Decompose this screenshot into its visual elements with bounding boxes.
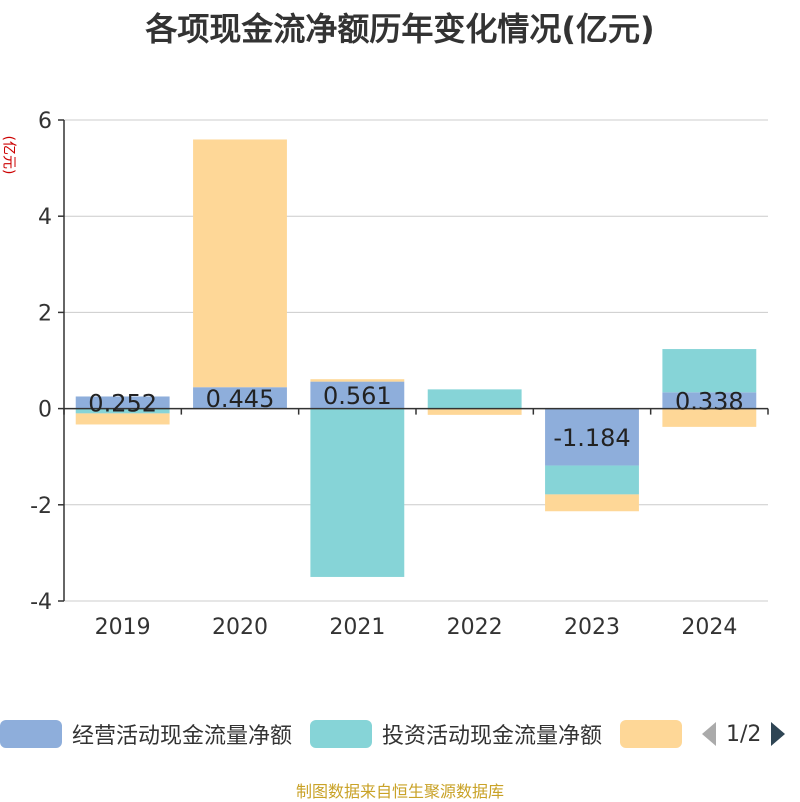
bar-2024-series-0 xyxy=(662,392,757,409)
legend-pager: 1/2 xyxy=(700,716,787,752)
bar-2019-series-0 xyxy=(75,396,170,409)
bar-group xyxy=(75,139,757,577)
next-page-icon[interactable] xyxy=(769,720,787,748)
legend-item-investing[interactable]: 投资活动现金流量净额 xyxy=(310,718,602,750)
x-tick-label: 2024 xyxy=(681,615,737,640)
legend-item-operating[interactable]: 经营活动现金流量净额 xyxy=(0,718,292,750)
y-tick-label: 4 xyxy=(38,205,52,230)
bar-2019-series-1 xyxy=(75,408,170,414)
prev-page-icon[interactable] xyxy=(700,720,718,748)
bar-2019-series-2 xyxy=(75,413,170,425)
x-tick-label: 2022 xyxy=(447,615,503,640)
legend: 经营活动现金流量净额 投资活动现金流量净额 xyxy=(0,716,710,752)
legend-label-operating: 经营活动现金流量净额 xyxy=(72,724,293,749)
x-tick-label: 2023 xyxy=(564,615,620,640)
source-note: 制图数据来自恒生聚源数据库 xyxy=(295,782,504,801)
axes: -4 -2 0 2 4 6 2019 2020 2021 2022 2023 2024 xyxy=(30,109,769,640)
y-tick-label: 6 xyxy=(38,109,52,134)
y-tick-label: 0 xyxy=(38,398,52,423)
legend-swatch-financing xyxy=(620,720,683,748)
legend-item-financing[interactable] xyxy=(620,720,692,748)
legend-page-indicator: 1/2 xyxy=(726,721,762,747)
bar-2022-series-1 xyxy=(427,389,522,409)
grid-lines xyxy=(64,119,768,602)
data-label: 0.252 xyxy=(88,390,157,418)
bar-2023-series-2 xyxy=(545,494,639,512)
x-tick-label: 2021 xyxy=(329,615,385,640)
legend-swatch-operating xyxy=(0,720,62,748)
bar-2021-series-0 xyxy=(310,381,405,409)
x-tick-label: 2020 xyxy=(212,615,268,640)
legend-label-investing: 投资活动现金流量净额 xyxy=(382,724,603,749)
chart-title: 各项现金流净额历年变化情况(亿元) xyxy=(145,10,655,48)
data-label: 0.445 xyxy=(206,385,275,413)
data-label: 0.561 xyxy=(323,382,392,410)
bar-2023-series-1 xyxy=(545,465,639,495)
bar-2024-series-2 xyxy=(662,408,757,427)
bar-2021-series-1 xyxy=(310,408,405,577)
bar-2021-series-2 xyxy=(310,379,405,382)
y-tick-label: 2 xyxy=(38,301,52,326)
legend-swatch-investing xyxy=(310,720,373,748)
data-labels: 0.252 0.445 0.561 -1.184 0.338 xyxy=(88,382,743,452)
bar-2020-series-2 xyxy=(193,139,287,388)
data-label: 0.338 xyxy=(675,387,744,415)
x-tick-label: 2019 xyxy=(95,615,151,640)
bar-2024-series-1 xyxy=(662,349,757,393)
y-tick-label: -2 xyxy=(30,494,52,519)
bar-2023-series-0 xyxy=(545,408,639,466)
bar-2020-series-0 xyxy=(193,387,287,409)
bar-2022-series-2 xyxy=(427,408,522,415)
y-tick-label: -4 xyxy=(30,590,52,615)
data-label: -1.184 xyxy=(553,424,630,452)
